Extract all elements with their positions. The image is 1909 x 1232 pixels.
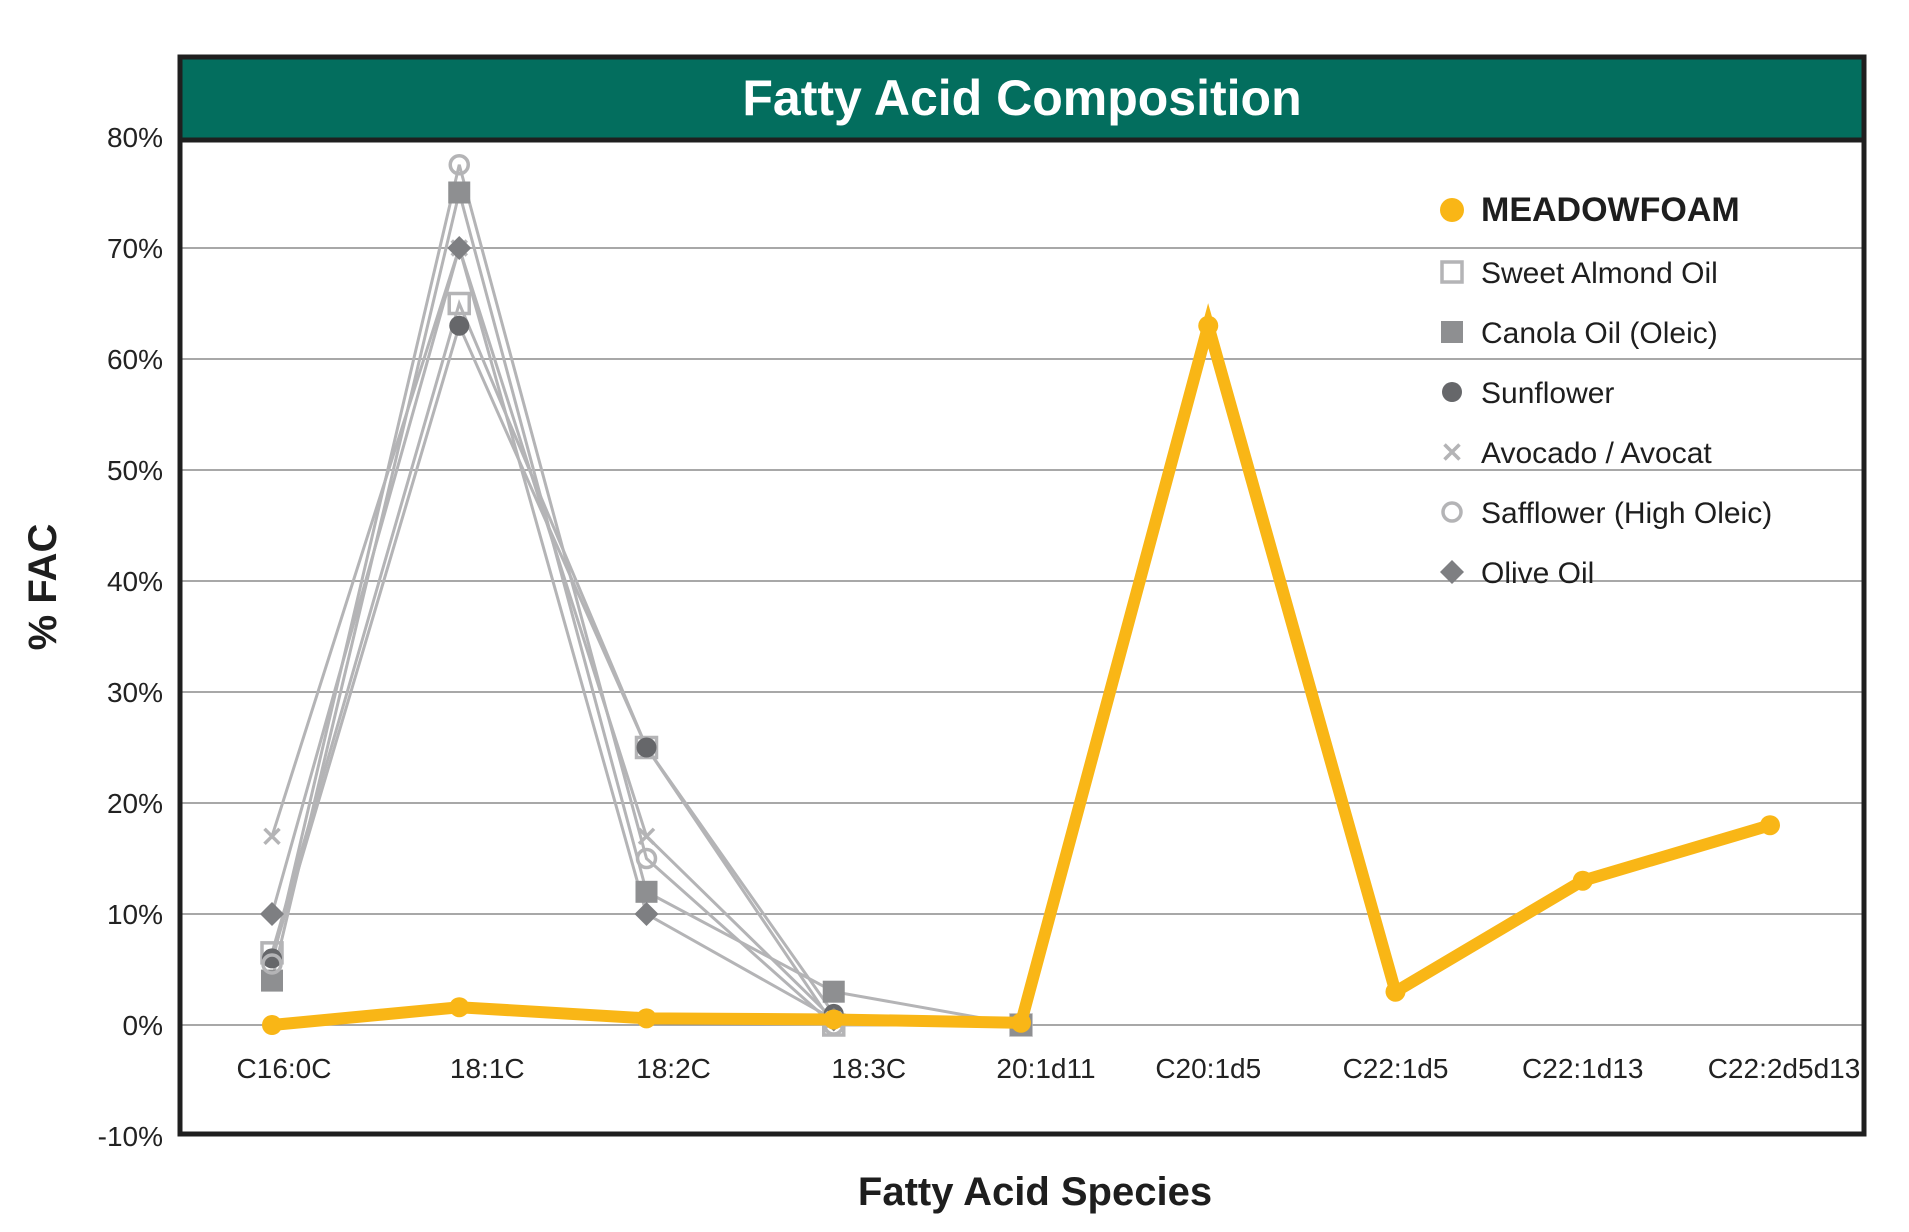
y-tick-label: 70%: [107, 233, 163, 264]
x-tick-label: C16:0C: [237, 1053, 332, 1084]
legend-item: MEADOWFOAM: [1440, 191, 1740, 229]
x-marker-icon: [637, 827, 656, 846]
series-line-safflower-high-oleic: [270, 164, 835, 1027]
open-circle-marker-icon: [635, 847, 658, 870]
y-tick-label: 10%: [107, 899, 163, 930]
y-axis-tick-labels: 80% 70% 60% 50% 40% 30% 20% 10% 0% -10%: [98, 122, 163, 1152]
y-tick-label: 80%: [107, 122, 163, 153]
square-marker-icon: [448, 181, 471, 204]
diamond-marker-icon: [1440, 560, 1464, 584]
square-marker-icon: [1441, 321, 1463, 343]
title-band: [178, 55, 1866, 140]
legend: MEADOWFOAM Sweet Almond Oil Canola Oil (Ol…: [1440, 191, 1772, 590]
legend-item: Olive Oil: [1440, 557, 1594, 590]
open-circle-marker-icon: [1441, 501, 1463, 523]
legend-item: Sweet Almond Oil: [1440, 257, 1718, 290]
x-tick-label: C22:1d13: [1522, 1053, 1643, 1084]
circle-marker-icon: [1011, 1012, 1031, 1033]
circle-marker-icon: [449, 997, 470, 1018]
diamond-marker-icon: [634, 902, 659, 926]
legend-label: Canola Oil (Oleic): [1481, 317, 1718, 350]
chart-title: Fatty Acid Composition: [742, 70, 1301, 126]
legend-item: Avocado / Avocat: [1443, 437, 1712, 470]
legend-label: MEADOWFOAM: [1481, 191, 1740, 229]
circle-marker-icon: [1440, 198, 1464, 222]
circle-marker-icon: [636, 737, 657, 758]
square-marker-icon: [635, 880, 658, 903]
y-tick-label: 50%: [107, 455, 163, 486]
circle-marker-icon: [1572, 870, 1593, 891]
diamond-marker-icon: [447, 236, 472, 260]
x-tick-label: 18:1C: [450, 1053, 525, 1084]
chart-frame: [177, 54, 1867, 1137]
series-markers: [260, 154, 1780, 1037]
y-axis-title: % FAC: [21, 524, 65, 651]
x-tick-label: C22:2d5d13: [1708, 1053, 1861, 1084]
circle-marker-icon: [262, 1015, 282, 1035]
circle-marker-icon: [1442, 382, 1462, 402]
x-tick-label: C20:1d5: [1155, 1053, 1261, 1084]
y-tick-label: -10%: [98, 1121, 163, 1152]
y-tick-label: 20%: [107, 788, 163, 819]
legend-item: Sunflower: [1442, 377, 1614, 410]
circle-marker-icon: [449, 315, 470, 336]
legend-item: Canola Oil (Oleic): [1441, 317, 1718, 350]
x-tick-label: 18:3C: [831, 1053, 906, 1084]
circle-marker-icon: [1198, 315, 1219, 336]
square-marker-icon: [261, 969, 283, 992]
legend-item: Safflower (High Oleic): [1441, 497, 1772, 530]
x-marker-icon: [263, 827, 281, 846]
open-circle-marker-icon: [448, 154, 470, 176]
x-tick-label: 18:2C: [636, 1053, 711, 1084]
diamond-marker-icon: [260, 902, 284, 926]
x-tick-label: 20:1d11: [996, 1053, 1095, 1084]
legend-label: Sunflower: [1481, 377, 1614, 410]
square-marker-icon: [822, 980, 845, 1003]
circle-marker-icon: [1760, 815, 1780, 836]
legend-label: Avocado / Avocat: [1481, 437, 1712, 470]
y-tick-label: 60%: [107, 344, 163, 375]
x-tick-label: C22:1d5: [1343, 1053, 1449, 1084]
open-square-marker-icon: [447, 291, 471, 316]
legend-label: Safflower (High Oleic): [1481, 497, 1772, 530]
circle-marker-icon: [1385, 981, 1406, 1002]
y-tick-label: 40%: [107, 566, 163, 597]
open-circle-marker-icon: [261, 953, 283, 975]
circle-marker-icon: [823, 1009, 844, 1030]
x-axis-title: Fatty Acid Species: [858, 1170, 1212, 1214]
series-line-sunflower: [270, 321, 835, 1015]
y-tick-label: 0%: [123, 1010, 163, 1041]
series-line-avocado-avocat: [270, 243, 835, 1021]
x-axis-tick-labels: C16:0C 18:1C 18:2C 18:3C 20:1d11 C20:1d5 C22:1…: [237, 1053, 1861, 1084]
series-line-olive-oil: [270, 242, 835, 1021]
open-square-marker-icon: [1440, 260, 1464, 284]
legend-label: Olive Oil: [1481, 557, 1594, 590]
y-tick-label: 30%: [107, 677, 163, 708]
circle-marker-icon: [262, 948, 282, 969]
circle-marker-icon: [636, 1008, 657, 1029]
legend-label: Sweet Almond Oil: [1481, 257, 1718, 290]
x-marker-icon: [1443, 443, 1461, 461]
